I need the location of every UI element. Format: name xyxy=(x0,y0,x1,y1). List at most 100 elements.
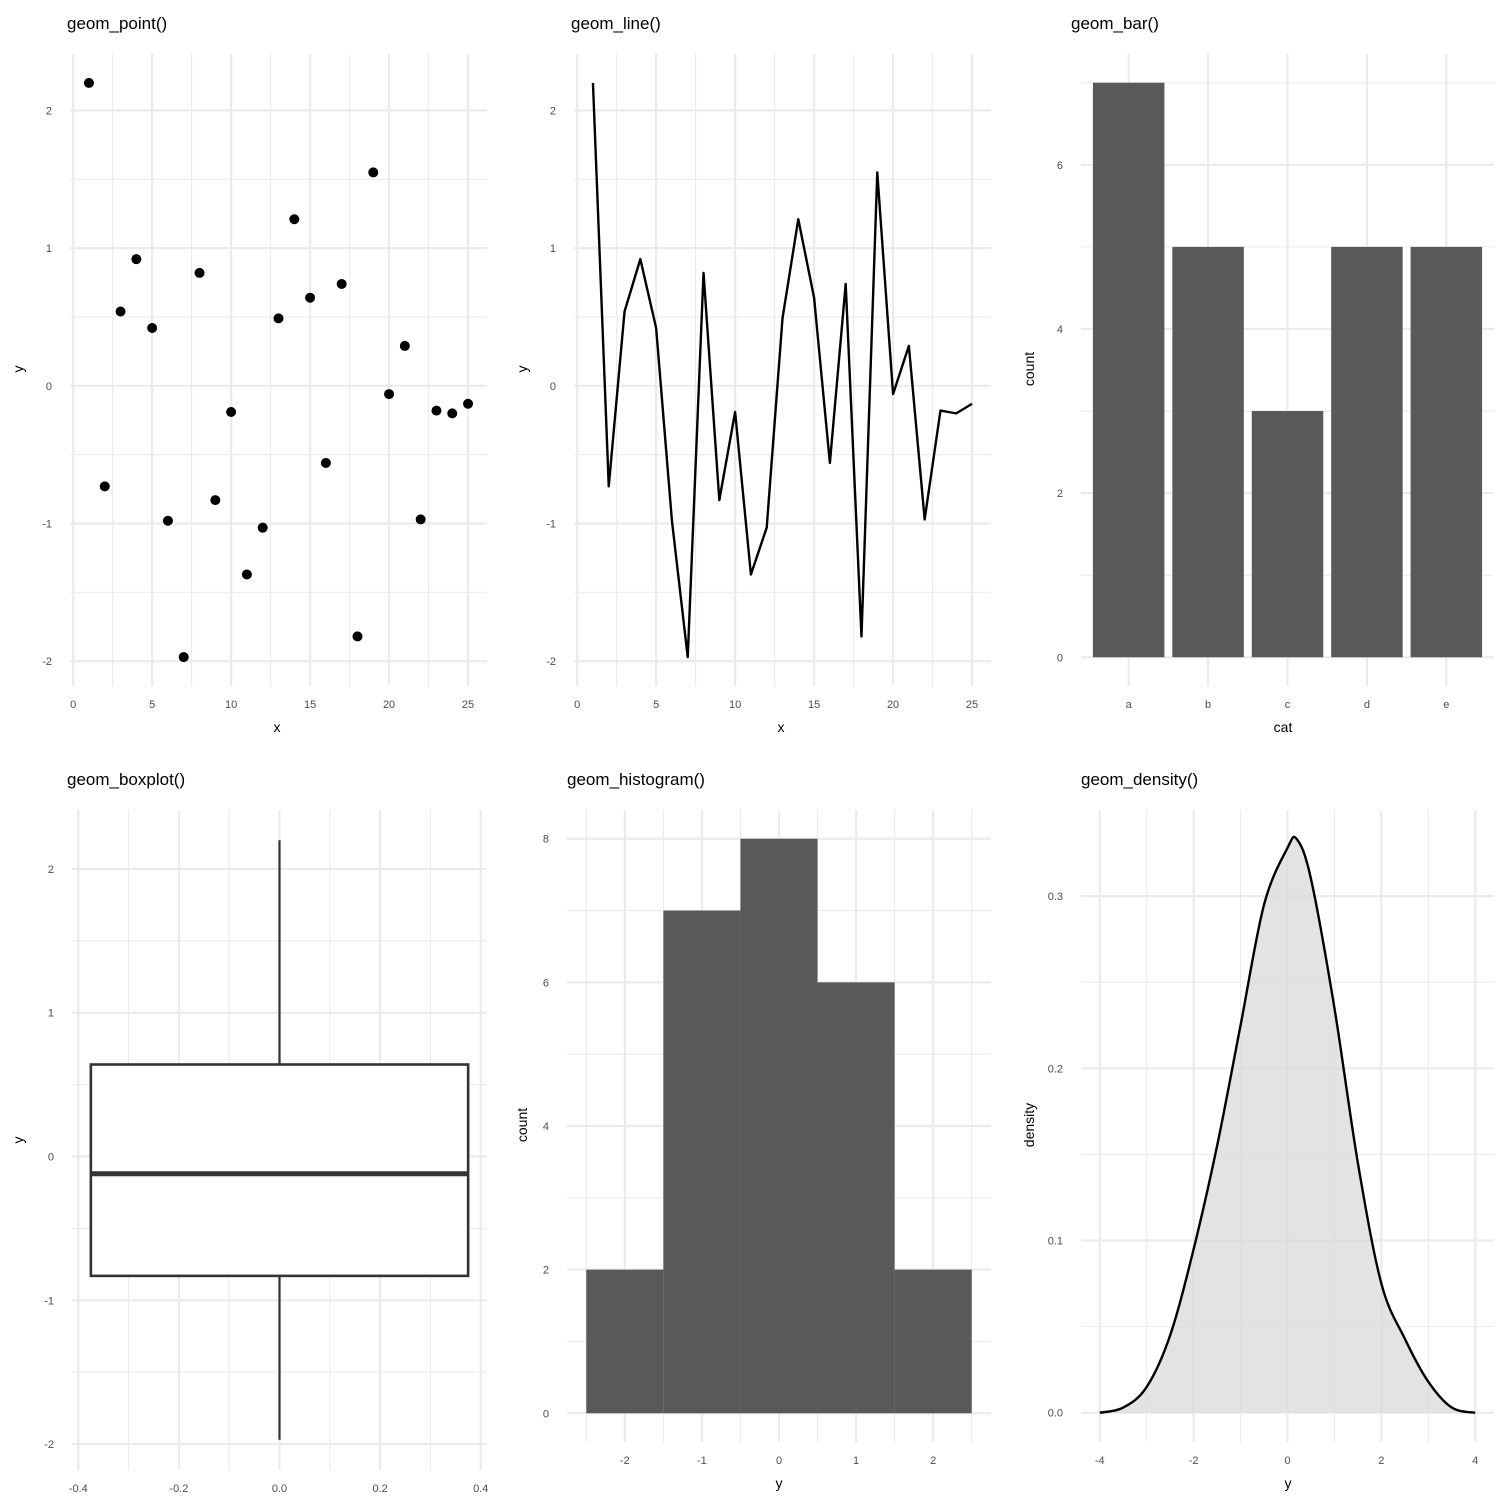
y-tick-label: 0 xyxy=(48,1152,54,1164)
data-point xyxy=(210,495,221,506)
x-axis-label: x xyxy=(274,719,281,735)
box xyxy=(89,1063,470,1278)
tick-labels: 0 2 4 6 a b c d e xyxy=(1057,160,1450,711)
data-point xyxy=(83,77,94,88)
y-tick-label: 2 xyxy=(543,1265,549,1277)
histogram-bar xyxy=(817,982,895,1414)
density-line xyxy=(1099,835,1476,1414)
tick-labels: 0 2 4 6 8 -2 -1 0 1 2 xyxy=(543,834,936,1467)
x-tick-label: e xyxy=(1443,699,1449,711)
grid xyxy=(70,54,487,686)
x-tick-label: 0.0 xyxy=(272,1483,287,1495)
density-area xyxy=(1099,836,1476,1413)
data-points xyxy=(83,77,474,663)
y-tick-label: 8 xyxy=(543,834,549,846)
x-tick-label: 5 xyxy=(653,699,659,711)
x-axis-label: y xyxy=(776,1475,783,1491)
histogram-bar xyxy=(740,838,818,1414)
panel-title: geom_boxplot() xyxy=(67,770,185,789)
bars xyxy=(1092,82,1483,658)
y-tick-label: 2 xyxy=(48,864,54,876)
x-tick-label: 0 xyxy=(1284,1455,1290,1467)
x-tick-label: 0 xyxy=(574,699,580,711)
x-tick-label: 10 xyxy=(225,699,237,711)
data-point xyxy=(368,167,379,178)
y-axis-label: count xyxy=(1021,352,1037,386)
panel-geom-boxplot: geom_boxplot() y -2 -1 0 1 2 -0.4 -0.2 0.0 0.2 0.… xyxy=(10,770,488,1495)
y-tick-label: 0 xyxy=(46,381,52,393)
x-tick-label: 5 xyxy=(149,699,155,711)
y-tick-label: -1 xyxy=(546,519,556,531)
y-tick-label: -2 xyxy=(44,1439,54,1451)
histogram-bar xyxy=(894,1269,972,1414)
data-point xyxy=(415,514,426,525)
y-axis-label: count xyxy=(514,1108,530,1142)
data-point xyxy=(447,408,458,419)
x-tick-label: 20 xyxy=(887,699,899,711)
data-point xyxy=(178,652,189,663)
x-tick-label: 15 xyxy=(808,699,820,711)
data-point xyxy=(115,306,126,317)
y-axis-label: density xyxy=(1021,1103,1037,1147)
y-tick-label: 2 xyxy=(1057,488,1063,500)
y-tick-label: 0 xyxy=(550,381,556,393)
y-axis-label: y xyxy=(514,366,530,373)
density-curve xyxy=(1099,835,1476,1414)
histogram-bar xyxy=(663,910,741,1414)
x-tick-label: 10 xyxy=(729,699,741,711)
x-tick-label: 0.4 xyxy=(473,1483,488,1495)
panel-title: geom_bar() xyxy=(1071,14,1159,33)
x-tick-label: a xyxy=(1126,699,1133,711)
x-tick-label: -2 xyxy=(1189,1455,1199,1467)
data-point xyxy=(336,278,347,289)
data-point xyxy=(131,254,142,265)
data-point xyxy=(399,340,410,351)
y-tick-label: 1 xyxy=(48,1008,54,1020)
y-tick-label: 2 xyxy=(550,105,556,117)
x-tick-label: 0 xyxy=(70,699,76,711)
y-tick-label: 0 xyxy=(1057,652,1063,664)
x-axis-label: y xyxy=(1285,1475,1292,1491)
panel-geom-histogram: geom_histogram() count y 0 2 4 6 8 -2 -1 0 1 2 xyxy=(514,770,991,1491)
y-tick-label: 0 xyxy=(543,1408,549,1420)
x-tick-label: 1 xyxy=(853,1455,859,1467)
boxplot xyxy=(89,840,470,1440)
y-tick-label: 0.2 xyxy=(1048,1063,1063,1075)
data-point xyxy=(194,267,205,278)
panel-geom-bar: geom_bar() count cat 0 2 4 6 a b c d e xyxy=(1021,14,1494,735)
x-axis-label: cat xyxy=(1274,719,1293,735)
y-tick-label: -2 xyxy=(546,656,556,668)
panel-title: geom_density() xyxy=(1081,770,1198,789)
data-point xyxy=(241,569,252,580)
x-tick-label: c xyxy=(1285,699,1291,711)
x-tick-label: 2 xyxy=(1378,1455,1384,1467)
x-tick-label: 25 xyxy=(462,699,474,711)
y-tick-label: 0.3 xyxy=(1048,891,1063,903)
panel-title: geom_line() xyxy=(571,14,661,33)
grid xyxy=(574,54,991,686)
x-tick-label: -2 xyxy=(620,1455,630,1467)
y-tick-label: 6 xyxy=(543,977,549,989)
histogram-bars xyxy=(586,838,972,1414)
tick-labels: -2 -1 0 1 2 -0.4 -0.2 0.0 0.2 0.4 xyxy=(44,864,488,1495)
y-axis-label: y xyxy=(10,366,26,373)
x-tick-label: -1 xyxy=(697,1455,707,1467)
y-tick-label: 4 xyxy=(1057,324,1063,336)
data-point xyxy=(431,405,442,416)
histogram-bar xyxy=(586,1269,664,1414)
x-tick-label: -0.4 xyxy=(69,1483,88,1495)
series-line xyxy=(591,82,973,659)
x-tick-label: -4 xyxy=(1095,1455,1105,1467)
data-point xyxy=(162,515,173,526)
line-series xyxy=(591,82,973,659)
y-tick-label: 6 xyxy=(1057,160,1063,172)
x-tick-label: 15 xyxy=(304,699,316,711)
y-tick-label: 0.0 xyxy=(1048,1408,1063,1420)
y-tick-label: -1 xyxy=(42,519,52,531)
y-tick-label: 1 xyxy=(46,243,52,255)
bar xyxy=(1172,246,1244,658)
